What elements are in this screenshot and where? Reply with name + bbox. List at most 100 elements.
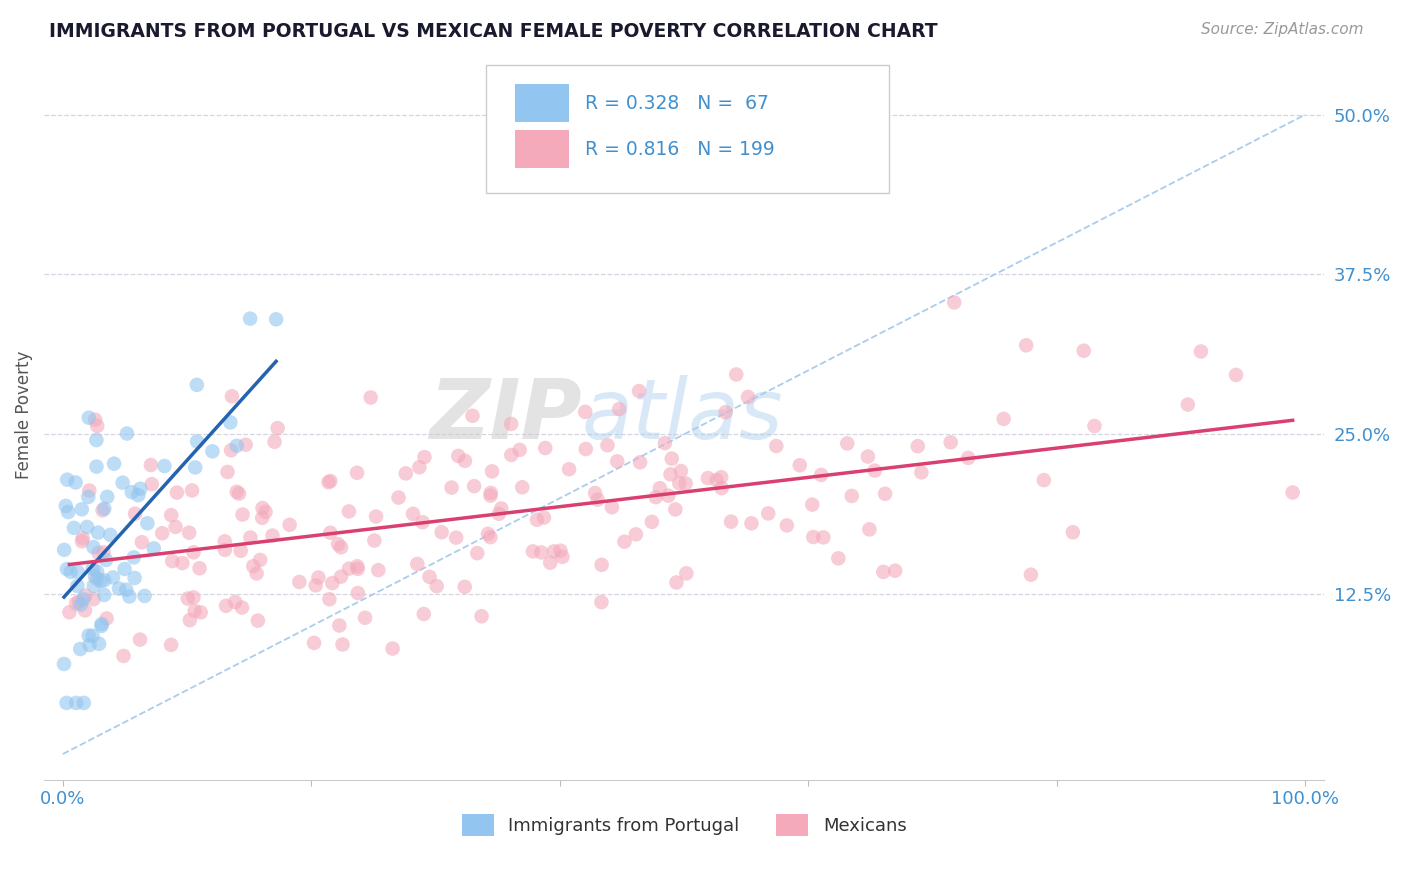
Point [1062, 525, 1084, 540]
Point [461, 409, 484, 423]
Point [501, 417, 523, 431]
Point [254, 505, 277, 519]
Point [214, 534, 236, 549]
Point [217, 465, 239, 479]
Point [179, 613, 201, 627]
Point [84, 413, 107, 427]
Point [533, 510, 555, 524]
Point [89, 574, 111, 588]
Point [246, 614, 269, 628]
Point [79, 638, 101, 652]
Text: Source: ZipAtlas.com: Source: ZipAtlas.com [1201, 22, 1364, 37]
Point [96, 611, 118, 625]
Point [188, 561, 211, 575]
Point [675, 476, 697, 491]
Point [108, 582, 131, 596]
Point [319, 525, 342, 540]
Point [330, 569, 353, 583]
Point [77, 410, 100, 425]
Point [648, 481, 671, 495]
Point [354, 611, 377, 625]
Point [326, 537, 349, 551]
Point [65, 696, 87, 710]
Text: IMMIGRANTS FROM PORTUGAL VS MEXICAN FEMALE POVERTY CORRELATION CHART: IMMIGRANTS FROM PORTUGAL VS MEXICAN FEMA… [49, 22, 938, 41]
Point [856, 450, 879, 464]
Point [841, 489, 863, 503]
Point [426, 579, 449, 593]
Point [112, 648, 135, 663]
Point [381, 641, 404, 656]
Point [408, 460, 430, 475]
Point [471, 609, 494, 624]
Text: atlas: atlas [582, 375, 783, 456]
Point [76, 520, 98, 534]
Point [1281, 485, 1303, 500]
Point [488, 507, 510, 521]
Point [710, 470, 733, 484]
Point [56, 562, 79, 576]
Point [440, 481, 463, 495]
Point [330, 541, 353, 555]
Point [172, 556, 194, 570]
Point [115, 582, 138, 597]
Point [907, 439, 929, 453]
Point [884, 564, 907, 578]
Point [250, 511, 273, 525]
Point [765, 439, 787, 453]
Point [957, 450, 980, 465]
Point [624, 527, 647, 541]
Point [129, 632, 152, 647]
Point [550, 543, 572, 558]
Point [1177, 398, 1199, 412]
Point [219, 416, 242, 430]
Point [675, 566, 697, 581]
Point [66, 565, 89, 579]
Point [756, 507, 779, 521]
Point [363, 533, 385, 548]
Point [465, 546, 488, 560]
Point [183, 591, 205, 605]
Point [337, 504, 360, 518]
Point [321, 576, 343, 591]
Point [551, 549, 574, 564]
Point [90, 619, 112, 633]
Point [59, 565, 82, 579]
Point [668, 476, 690, 491]
Point [725, 368, 748, 382]
Point [150, 526, 173, 541]
Point [77, 490, 100, 504]
Point [118, 590, 141, 604]
Point [82, 562, 104, 576]
Point [288, 574, 311, 589]
Point [591, 595, 613, 609]
Point [307, 570, 329, 584]
Point [177, 591, 200, 606]
Point [509, 442, 531, 457]
Point [367, 563, 389, 577]
Point [628, 384, 651, 398]
Point [583, 486, 606, 500]
Point [246, 566, 269, 581]
Point [481, 464, 503, 478]
Point [346, 466, 368, 480]
Point [943, 295, 966, 310]
Point [83, 579, 105, 593]
Point [111, 475, 134, 490]
Point [837, 436, 859, 450]
Point [98, 528, 121, 542]
Point [1083, 419, 1105, 434]
Point [360, 391, 382, 405]
Point [65, 596, 87, 610]
Point [993, 412, 1015, 426]
Point [654, 436, 676, 450]
Point [801, 530, 824, 544]
Point [575, 442, 598, 456]
Point [90, 617, 112, 632]
Point [607, 402, 630, 417]
Point [77, 628, 100, 642]
Point [201, 444, 224, 458]
Point [91, 503, 114, 517]
Point [83, 592, 105, 607]
Point [863, 464, 886, 478]
Point [665, 575, 688, 590]
